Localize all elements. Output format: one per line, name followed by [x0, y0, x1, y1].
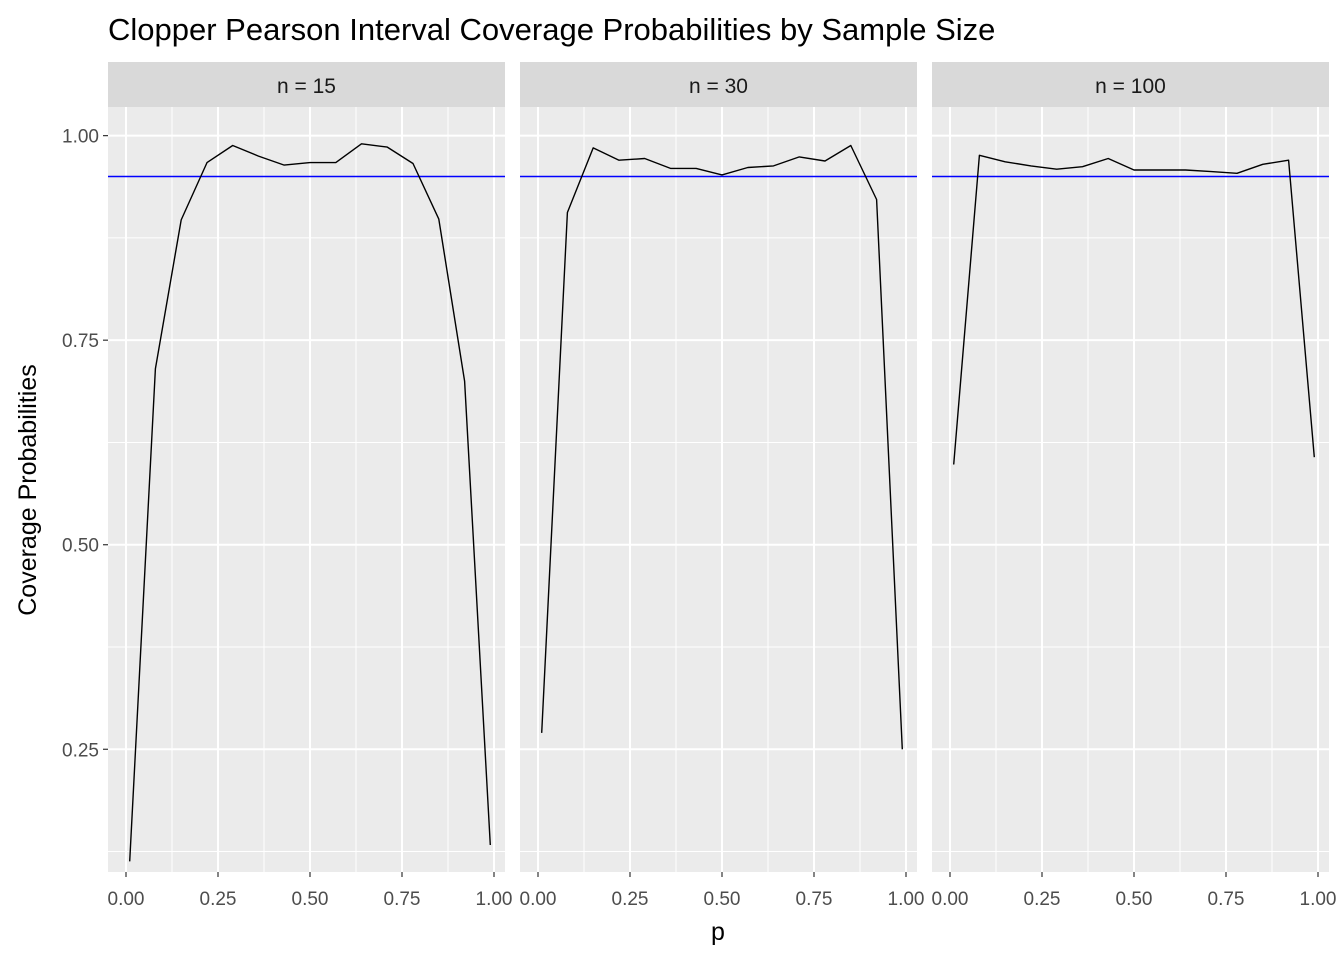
panel-background [108, 107, 505, 872]
x-tick-label: 0.50 [704, 889, 741, 910]
panel-background [932, 107, 1329, 872]
chart-title: Clopper Pearson Interval Coverage Probab… [108, 12, 995, 47]
panel-background [520, 107, 917, 872]
facet-panel: n = 100 0.00 0.25 0.50 0.75 1.00 [932, 62, 1337, 910]
x-tick-label: 1.00 [1300, 889, 1337, 910]
facet-strip-label: n = 30 [689, 75, 748, 98]
x-tick-label: 0.00 [520, 889, 557, 910]
x-tick-label: 0.00 [932, 889, 969, 910]
x-tick-label: 0.00 [108, 889, 145, 910]
x-tick-label: 0.75 [796, 889, 833, 910]
x-tick-label: 0.50 [292, 889, 329, 910]
facet-strip-label: n = 100 [1095, 75, 1166, 98]
x-tick-label: 1.00 [476, 889, 513, 910]
x-axis-title: p [711, 918, 725, 946]
facet-strip [520, 62, 917, 107]
facet-panels: n = 15 0.00 0.25 0.50 0.75 1.00 0.25 0.50 0.75 1.… [62, 62, 1336, 910]
x-tick-label: 0.25 [612, 889, 649, 910]
x-tick-label: 0.75 [384, 889, 421, 910]
facet-strip [108, 62, 505, 107]
facet-panel: n = 30 0.00 0.25 0.50 0.75 1.00 [520, 62, 925, 910]
coverage-series-line [541, 144, 903, 750]
y-tick-label: 0.25 [62, 740, 99, 761]
y-tick-label: 1.00 [62, 127, 99, 148]
x-tick-label: 1.00 [888, 889, 925, 910]
coverage-series-line [953, 154, 1315, 465]
facet-strip-label: n = 15 [277, 75, 336, 98]
x-tick-label: 0.25 [1024, 889, 1061, 910]
coverage-series-line [129, 143, 491, 862]
facet-strip [932, 62, 1329, 107]
x-tick-label: 0.75 [1208, 889, 1245, 910]
facet-panel: n = 15 0.00 0.25 0.50 0.75 1.00 0.25 0.50 0.75 1.… [62, 62, 512, 910]
y-axis-title: Coverage Probabilities [14, 364, 42, 616]
y-tick-label: 0.75 [62, 331, 99, 352]
x-tick-label: 0.25 [200, 889, 237, 910]
x-tick-label: 0.50 [1116, 889, 1153, 910]
y-tick-label: 0.50 [62, 536, 99, 557]
